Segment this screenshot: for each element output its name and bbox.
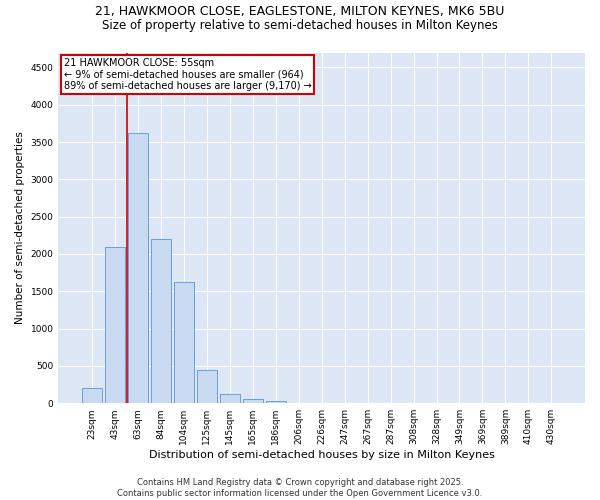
Bar <box>151 239 171 403</box>
Bar <box>106 246 125 403</box>
Y-axis label: Number of semi-detached properties: Number of semi-detached properties <box>15 132 25 324</box>
Bar <box>197 370 217 403</box>
Bar <box>128 133 148 403</box>
Bar <box>174 282 194 403</box>
Bar <box>82 388 102 403</box>
Text: 21 HAWKMOOR CLOSE: 55sqm
← 9% of semi-detached houses are smaller (964)
89% of s: 21 HAWKMOOR CLOSE: 55sqm ← 9% of semi-de… <box>64 58 311 91</box>
X-axis label: Distribution of semi-detached houses by size in Milton Keynes: Distribution of semi-detached houses by … <box>149 450 494 460</box>
Bar <box>220 394 239 403</box>
Text: Contains HM Land Registry data © Crown copyright and database right 2025.
Contai: Contains HM Land Registry data © Crown c… <box>118 478 482 498</box>
Bar <box>243 399 263 403</box>
Text: Size of property relative to semi-detached houses in Milton Keynes: Size of property relative to semi-detach… <box>102 18 498 32</box>
Text: 21, HAWKMOOR CLOSE, EAGLESTONE, MILTON KEYNES, MK6 5BU: 21, HAWKMOOR CLOSE, EAGLESTONE, MILTON K… <box>95 5 505 18</box>
Bar <box>266 401 286 403</box>
